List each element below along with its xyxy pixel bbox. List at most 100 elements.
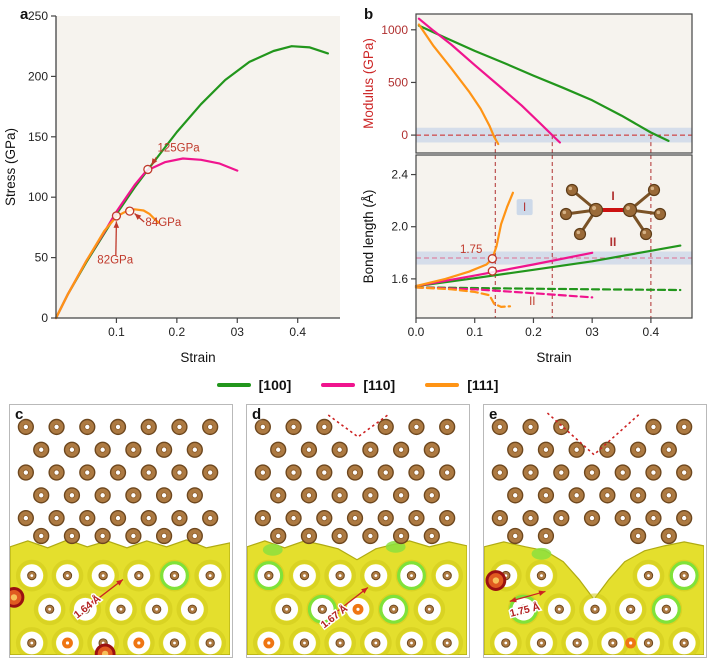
annotation-text: 84GPa [145, 217, 181, 229]
legend-label: [100] [258, 377, 292, 393]
atom-icon [639, 227, 653, 241]
data-point-marker [125, 206, 135, 216]
bond-measure-arrow [331, 586, 369, 616]
y-tick-label: 1.6 [391, 272, 408, 286]
charge-green-ring [669, 561, 699, 591]
annotation-text: II [529, 296, 535, 308]
y-tick-label: 500 [388, 75, 408, 89]
series-[111] [417, 23, 500, 146]
legend-item: [100] [216, 377, 292, 393]
y-tick-label: 0 [41, 311, 48, 325]
charge-green-ring [379, 594, 409, 624]
x-tick-label: 0.1 [466, 325, 483, 339]
annotation-text: 1.75 [460, 244, 482, 256]
panel-label-a: a [20, 6, 29, 23]
x-axis-label: Strain [180, 350, 215, 365]
data-point-marker [143, 164, 153, 175]
atom-icon [622, 202, 638, 218]
bond-measure-arrow [88, 579, 124, 606]
x-axis-label: Strain [536, 350, 571, 365]
inset-bond-I-label: I [611, 189, 614, 203]
y-tick-label: 100 [28, 190, 48, 204]
charge-green-blob [262, 543, 283, 556]
inset-bond-II-label: II [610, 235, 617, 249]
charge-green-ring [397, 561, 426, 591]
structures-row: c 1.64 Å d 1.67 Å e 1.75 Å [0, 400, 715, 658]
x-tick-label: 0.1 [108, 325, 125, 339]
charge-density-image-d: 1.67 Å [247, 405, 467, 655]
stress-strain-chart: 125GPa 84GPa 82GPa 0.1 0.2 03 0.4 0 50 100 150 200 2… [3, 9, 340, 365]
legend-label: [110] [363, 377, 396, 393]
y-tick-label: 50 [35, 251, 49, 265]
panel-b: b 0 500 1000 Modulus (GPa) 1.75 I II 0.0 0.1 0.2… [358, 4, 712, 370]
panel-label-d: d [252, 406, 262, 423]
panel-label-b: b [364, 6, 374, 23]
x-tick-label: 0.0 [408, 325, 425, 339]
series-[111] bond II [414, 286, 512, 308]
plot-frame [415, 13, 693, 154]
charts-row: a 125GPa 84GPa 82GPa 0.1 0.2 03 0.4 0 50 100 150 20… [3, 4, 712, 370]
charge-green-ring [160, 561, 189, 591]
panel-label-e: e [489, 406, 498, 423]
series-[110] [417, 17, 561, 144]
x-tick-label: 0.2 [525, 325, 542, 339]
panel-c: c 1.64 Å [9, 404, 233, 658]
modulus-chart: 0 500 1000 Modulus (GPa) [361, 13, 693, 154]
atom-icon [647, 183, 661, 197]
series-[110] bond I [414, 251, 594, 288]
x-tick-label: 0.4 [643, 325, 660, 339]
y-tick-label: 1000 [381, 23, 408, 37]
atom-icon [559, 207, 573, 221]
legend: [100] [110] [111] [0, 370, 715, 400]
data-point-marker [487, 254, 497, 264]
notch-outline [327, 414, 389, 438]
y-tick-label: 150 [28, 130, 48, 144]
y-tick-label: 2.0 [391, 220, 408, 234]
charge-green-ring [307, 594, 337, 624]
charge-green-ring [254, 561, 284, 591]
charge-green-ring [651, 594, 681, 624]
panel-d: d 1.67 Å [246, 404, 470, 658]
data-point-marker [487, 266, 497, 276]
y-tick-label: 2.4 [391, 168, 408, 182]
charge-green-ring [509, 594, 539, 624]
x-tick-label: 03 [231, 325, 245, 339]
atom-icon [573, 227, 587, 241]
series-[100] [417, 24, 670, 142]
legend-swatch [321, 383, 356, 387]
annotation-text: I [523, 202, 526, 214]
atom-icon [653, 207, 667, 221]
notch-outline [546, 412, 642, 456]
charge-green-blob [531, 547, 552, 560]
panel-e: e 1.75 Å [483, 404, 707, 658]
legend-item: [110] [321, 377, 395, 393]
data-point-marker [111, 211, 122, 221]
charge-density-image-e: 1.75 Å [484, 405, 704, 655]
x-tick-label: 0.2 [169, 325, 186, 339]
atom-icon [588, 202, 604, 218]
legend-swatch [425, 383, 460, 387]
charge-density-image-c: 1.64 Å [10, 405, 230, 655]
annotation-text: 82GPa [97, 255, 133, 267]
annotation-chip [516, 199, 533, 216]
series-[100] bond I [414, 244, 682, 288]
y-tick-label: 200 [28, 69, 48, 83]
x-tick-label: 03 [585, 325, 599, 339]
panel-label-c: c [15, 406, 24, 423]
plot-area [56, 16, 340, 318]
molecule-inset: III [559, 183, 667, 249]
legend-swatch [216, 383, 251, 387]
legend-item: [111] [425, 377, 498, 393]
y-tick-label: 250 [28, 9, 48, 23]
x-tick-label: 0.4 [289, 325, 306, 339]
atom-icon [565, 183, 579, 197]
y-axis-label: Stress (GPa) [3, 128, 18, 206]
plot-frame [415, 154, 693, 319]
y-axis-label: Bond length (Å) [361, 190, 376, 284]
y-tick-label: 0 [401, 128, 408, 142]
annotation-text: 125GPa [158, 142, 201, 154]
legend-label: [111] [467, 377, 499, 393]
charge-hot-spot [94, 643, 116, 655]
